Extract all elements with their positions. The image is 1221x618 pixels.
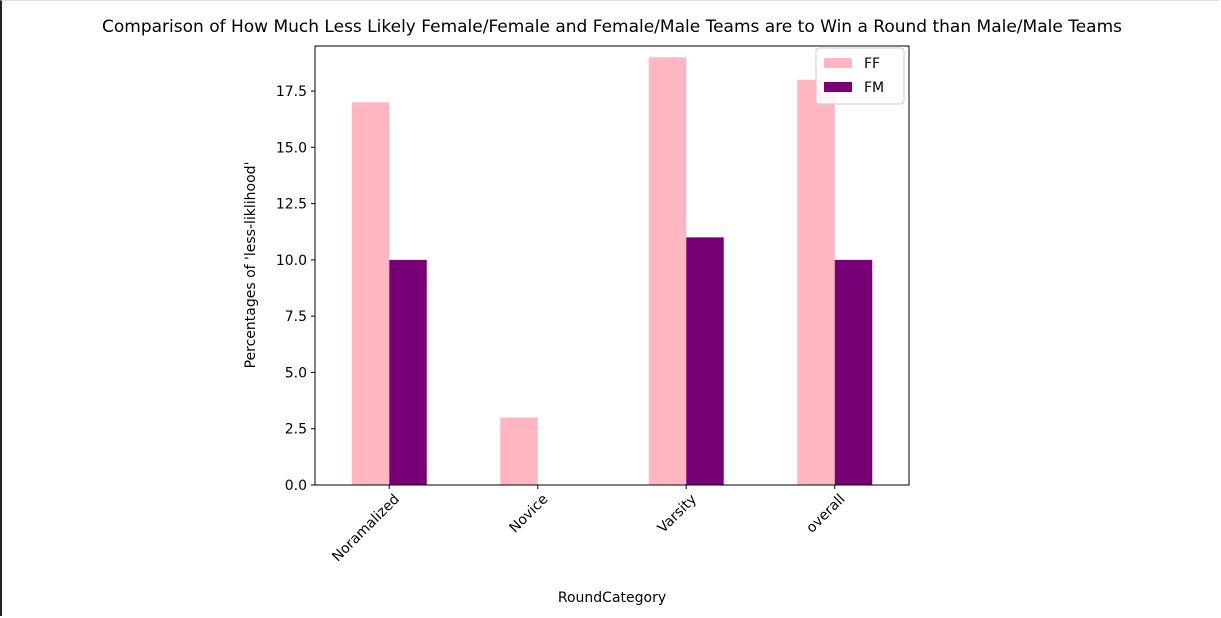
bar-fm-overall: [834, 259, 873, 485]
x-tick-label: Novice: [506, 491, 551, 536]
bar-ff-novice: [500, 417, 538, 485]
chart-title: Comparison of How Much Less Likely Femal…: [102, 17, 1122, 37]
y-tick-label: 2.5: [285, 422, 307, 438]
legend-box: [815, 47, 905, 105]
y-tick-label: 5.0: [285, 365, 307, 381]
legend-label-ff: FF: [864, 56, 880, 72]
y-tick-label: 0.0: [285, 478, 307, 494]
y-tick-label: 7.5: [285, 309, 307, 325]
bar-fm-varsity: [686, 237, 724, 485]
x-axis-label: RoundCategory: [558, 590, 666, 606]
y-tick-label: 12.5: [276, 197, 307, 213]
bar-ff-overall: [797, 79, 835, 486]
legend-label-fm: FM: [864, 80, 884, 96]
x-tick-label: Noramalized: [329, 491, 403, 565]
legend-swatch-ff: [824, 58, 852, 68]
y-tick-label: 17.5: [276, 84, 307, 100]
x-tick-label: overall: [803, 491, 848, 536]
plot-area: 0.0 2.5 5.0 7.5 10.0 12.5 15.0 17.5 Noramalized N…: [276, 45, 910, 565]
bar-fm-noramalized: [389, 259, 427, 485]
bar-ff-varsity: [648, 57, 687, 485]
x-tick-label: Varsity: [655, 491, 700, 536]
y-axis-label: Percentages of 'less-liklihood': [243, 162, 259, 369]
bar-ff-noramalized: [351, 102, 390, 486]
legend-swatch-fm: [824, 82, 852, 92]
plot-frame: [314, 45, 910, 486]
y-tick-label: 10.0: [276, 253, 307, 269]
y-tick-label: 15.0: [276, 140, 307, 156]
